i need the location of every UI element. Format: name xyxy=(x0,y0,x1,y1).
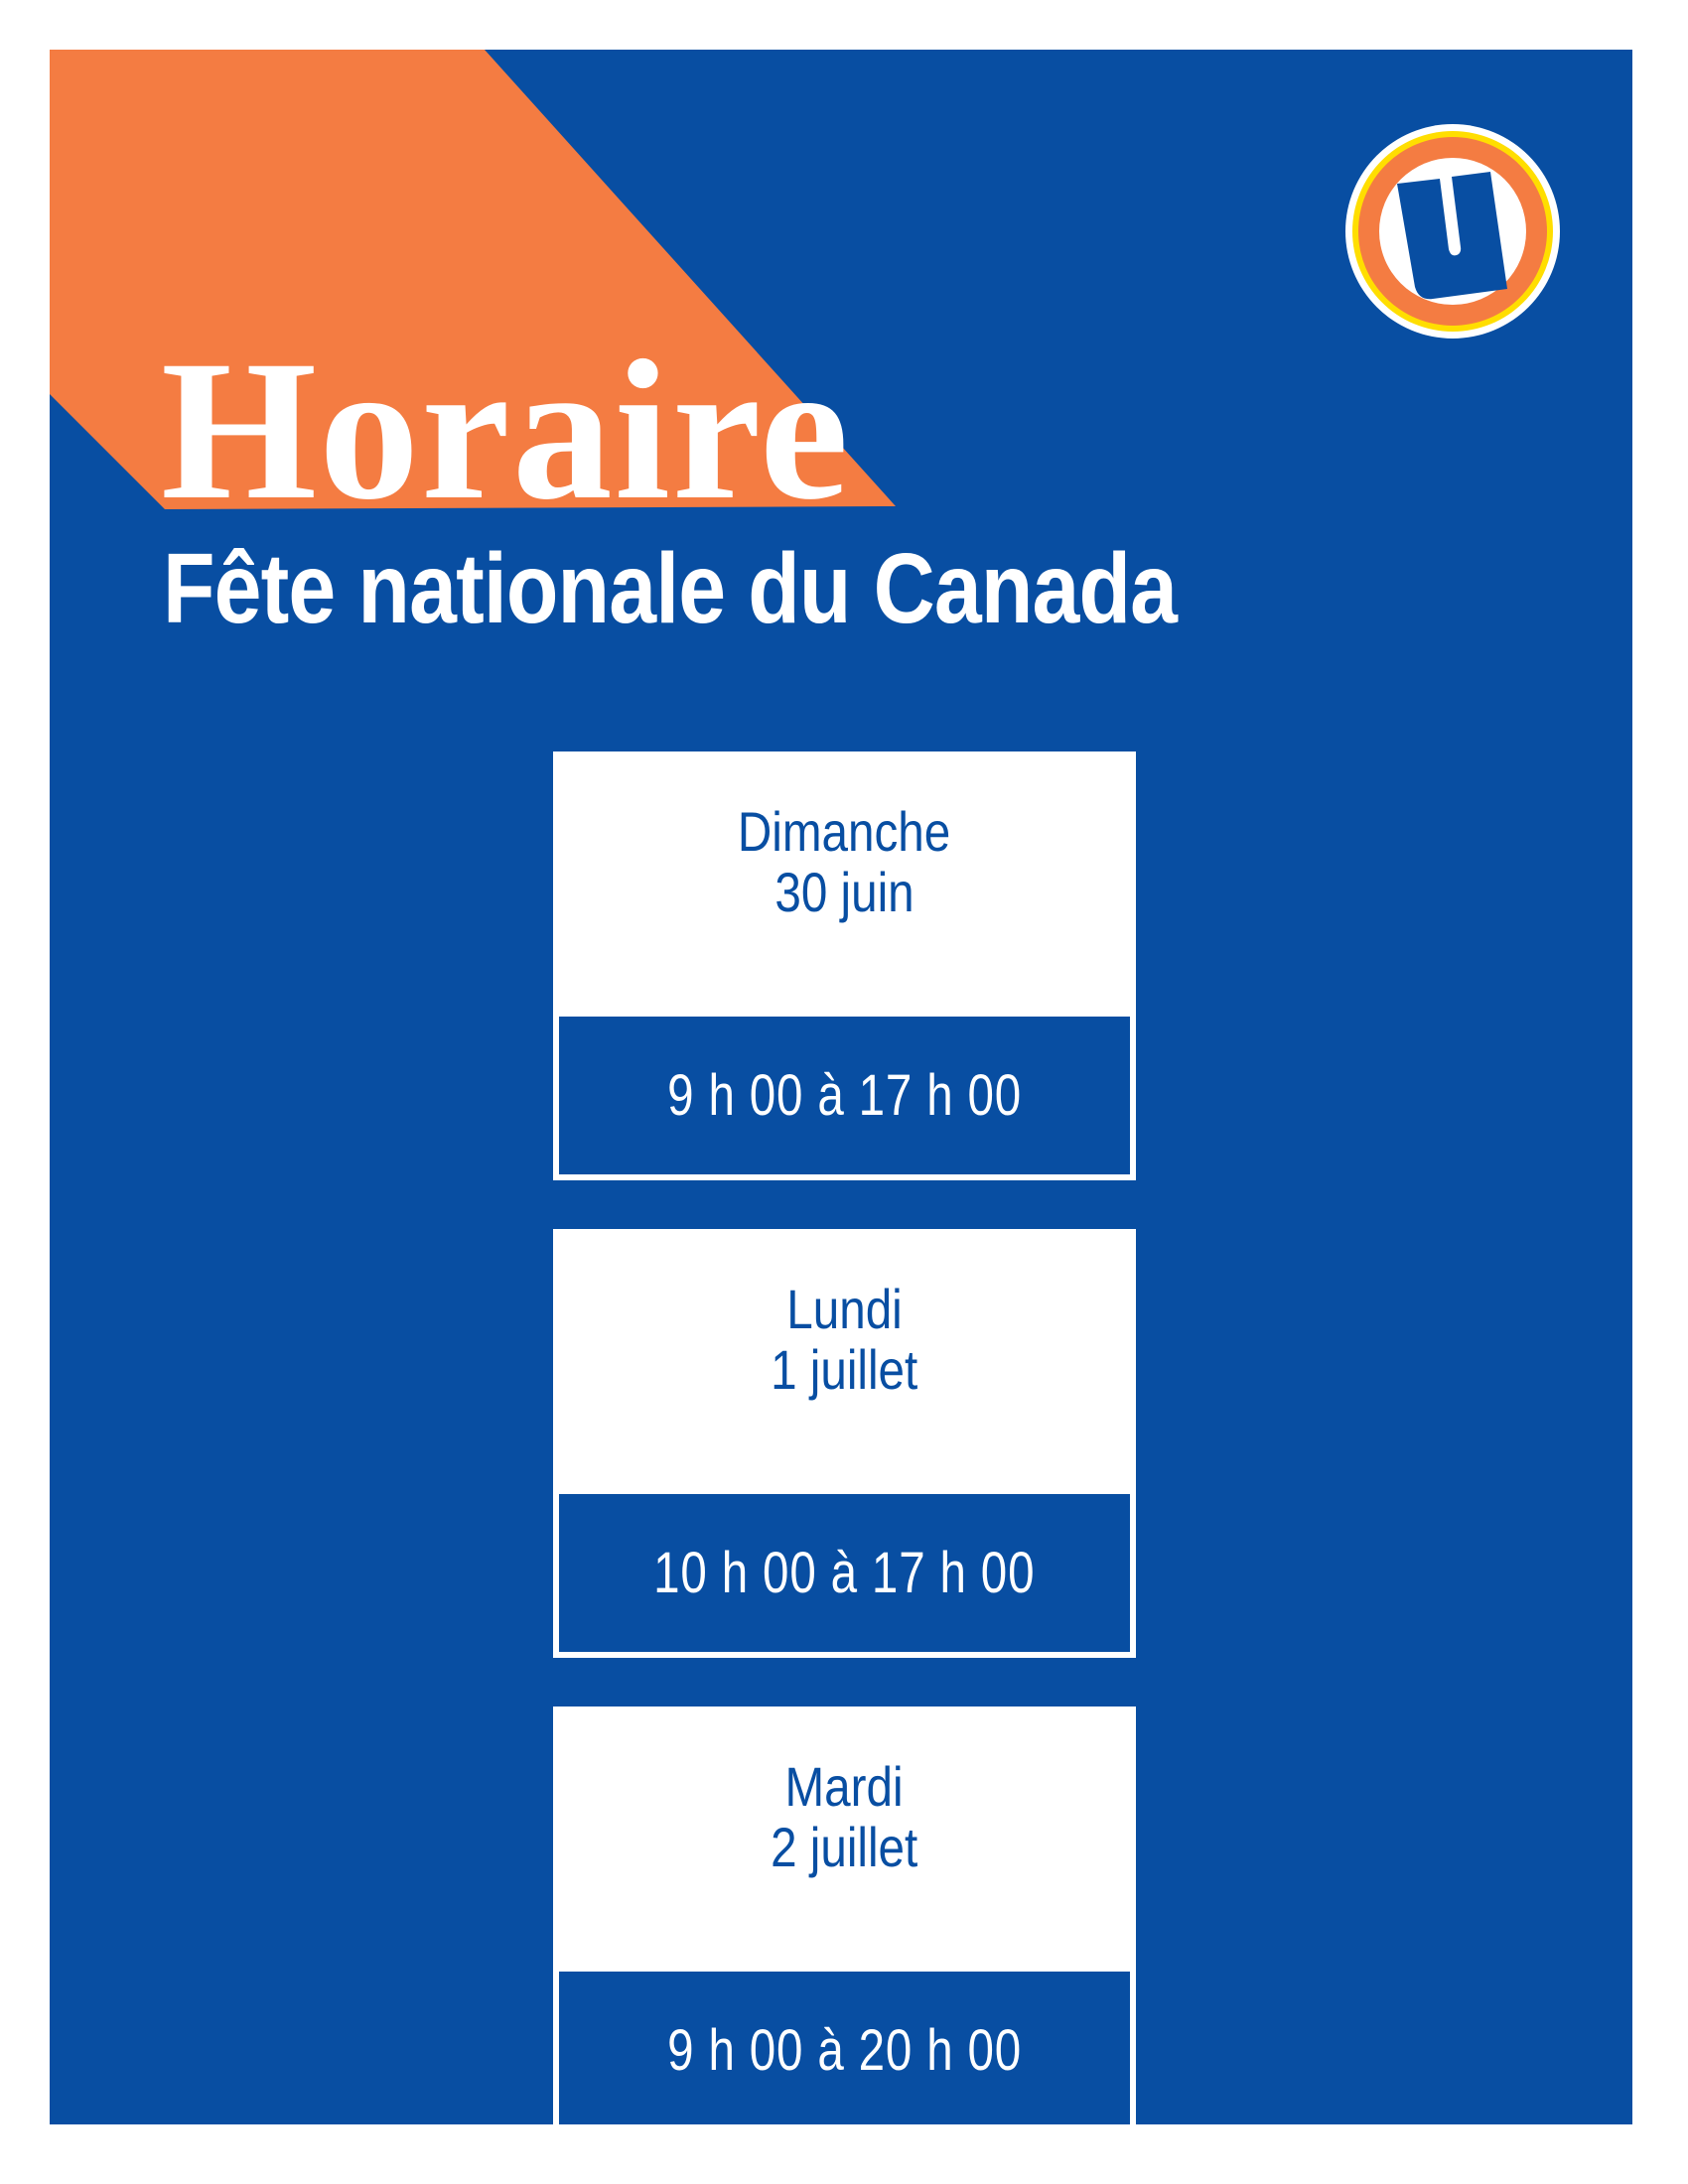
schedule-day: Lundi 1 juillet xyxy=(771,1278,918,1401)
schedule-card: Mardi 2 juillet 9 h 00 à 20 h 00 xyxy=(553,1706,1136,2124)
poster-panel: Horaire Fête nationale du Canada Dimanch… xyxy=(50,50,1632,2124)
schedule-day: Dimanche 30 juin xyxy=(738,800,951,923)
schedule-day: Mardi 2 juillet xyxy=(771,1755,918,1878)
u-logo-icon xyxy=(1345,124,1560,339)
schedule-card: Lundi 1 juillet 10 h 00 à 17 h 00 xyxy=(553,1229,1136,1658)
page-title: Horaire xyxy=(161,319,851,541)
schedule-card: Dimanche 30 juin 9 h 00 à 17 h 00 xyxy=(553,751,1136,1180)
schedule-hours: 9 h 00 à 17 h 00 xyxy=(559,1017,1130,1174)
schedule-hours: 10 h 00 à 17 h 00 xyxy=(559,1494,1130,1652)
schedule-hours: 9 h 00 à 20 h 00 xyxy=(559,1972,1130,2124)
page-subtitle: Fête nationale du Canada xyxy=(163,533,1178,644)
orange-diagonal-band xyxy=(50,50,896,509)
